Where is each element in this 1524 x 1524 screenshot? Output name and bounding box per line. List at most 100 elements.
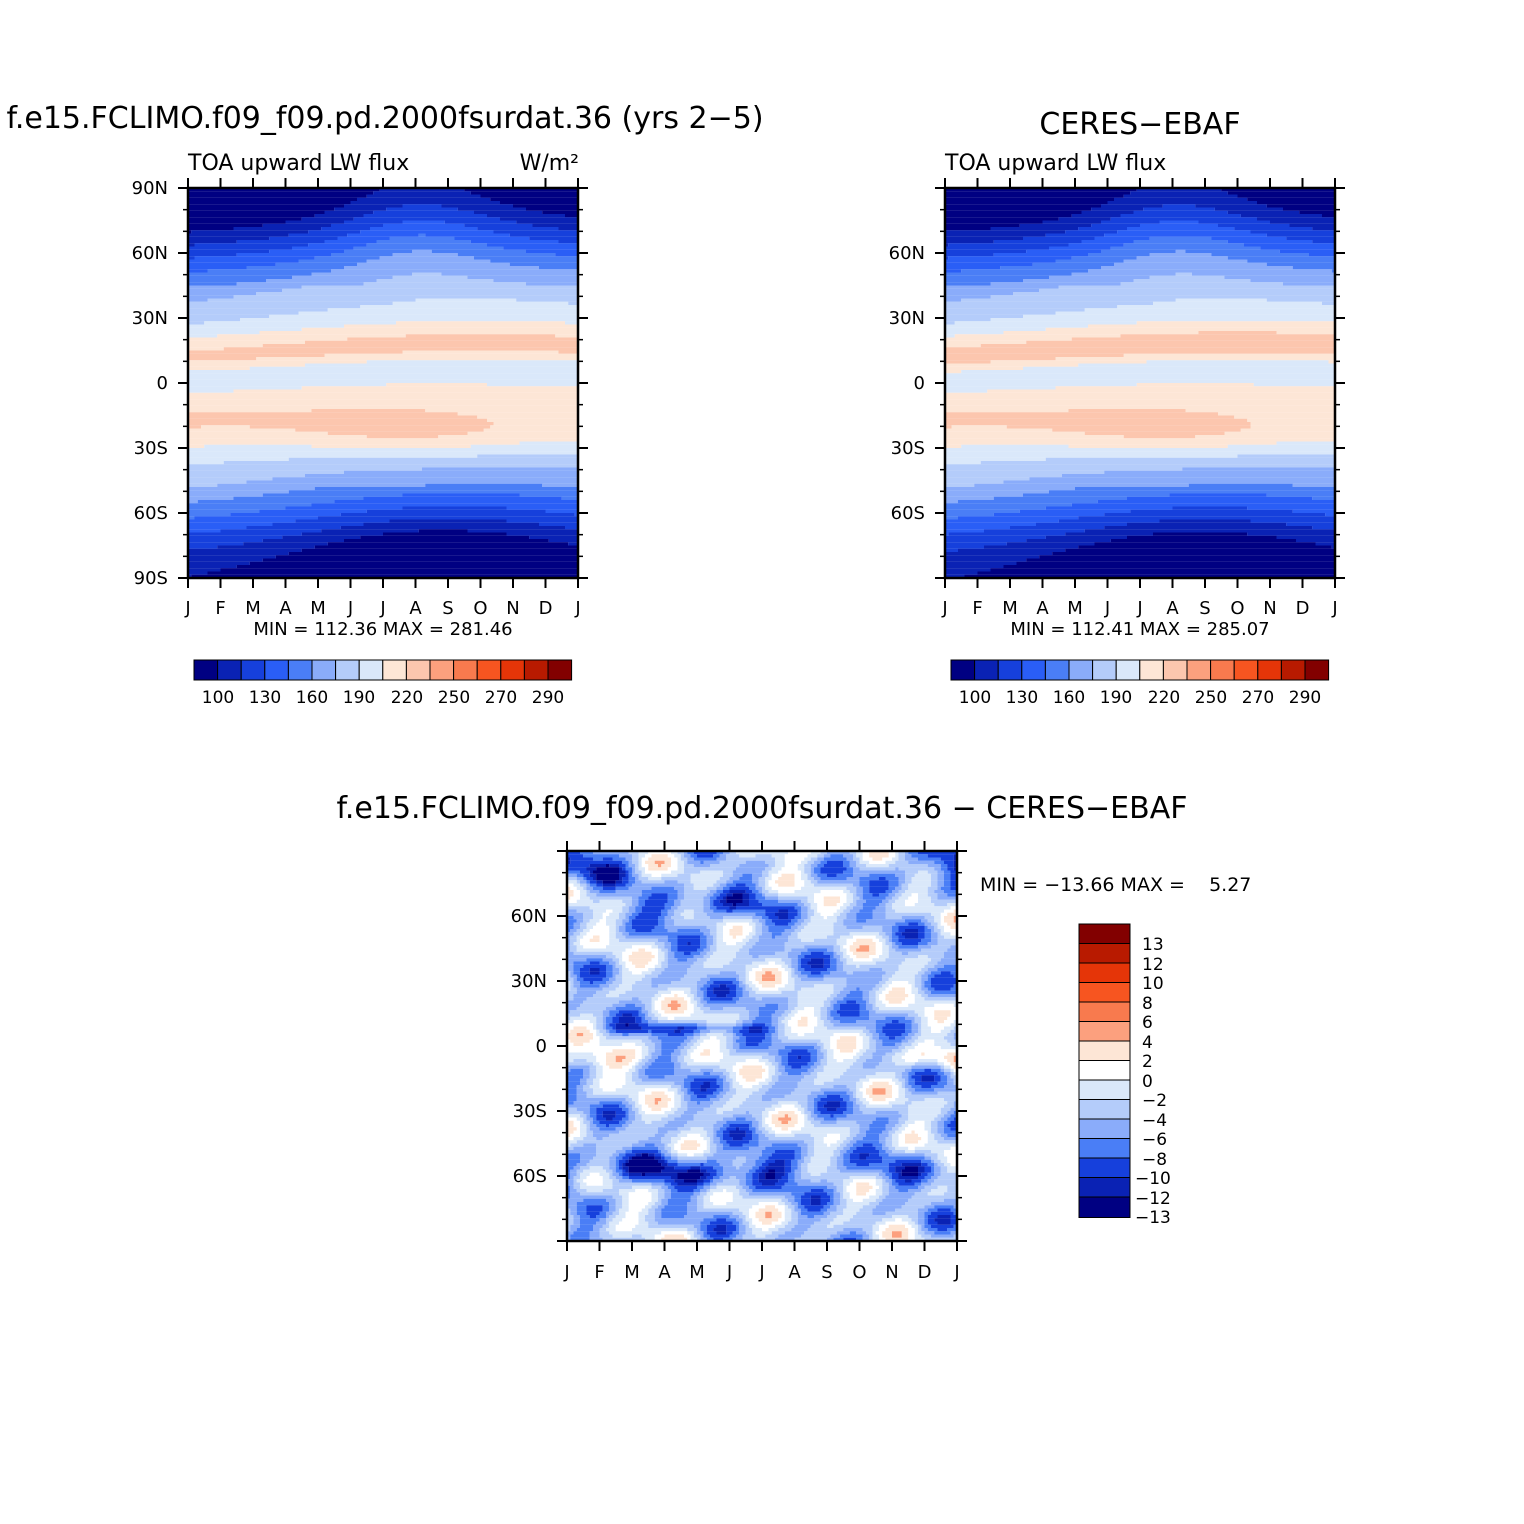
contour-cell	[739, 1179, 746, 1183]
contour-cell	[905, 1036, 912, 1040]
contour-cell	[677, 1150, 704, 1154]
contour-cell	[758, 1124, 763, 1128]
contour-cell	[804, 968, 828, 972]
contour-cell	[729, 906, 737, 910]
contour-cell	[703, 903, 711, 907]
contour-cell	[700, 1192, 707, 1196]
contour-cell	[236, 282, 364, 286]
contour-cell	[379, 256, 475, 260]
x-tick-label: O	[473, 598, 487, 619]
contour-cell	[619, 994, 655, 998]
contour-cell	[846, 1205, 863, 1209]
contour-cell	[570, 1211, 577, 1216]
contour-cell	[641, 1104, 649, 1108]
contour-cell	[914, 1039, 925, 1043]
contour-cell	[719, 984, 727, 988]
contour-cell	[674, 951, 685, 956]
contour-cell	[596, 1221, 607, 1225]
contour-cell	[593, 1033, 597, 1037]
contour-cell	[794, 984, 815, 988]
contour-cell	[898, 1046, 906, 1050]
contour-cell	[801, 1172, 811, 1177]
contour-cell	[622, 974, 646, 978]
contour-cell	[762, 1098, 772, 1102]
contour-cell	[745, 1182, 753, 1186]
contour-cell	[944, 925, 951, 930]
contour-cell	[1211, 236, 1287, 241]
contour-cell	[791, 1065, 802, 1069]
contour-cell	[918, 955, 928, 959]
contour-cell	[732, 1081, 740, 1086]
contour-cell	[918, 870, 928, 874]
contour-cell	[898, 877, 906, 881]
contour-cell	[713, 981, 733, 985]
contour-cell	[856, 854, 863, 858]
contour-cell	[1279, 249, 1335, 254]
contour-cell	[945, 314, 1024, 319]
contour-cell	[266, 279, 377, 283]
contour-cell	[879, 981, 886, 985]
contour-cell	[853, 1062, 863, 1066]
contour-cell	[609, 932, 616, 936]
contour-cell	[833, 1016, 870, 1021]
contour-cell	[911, 1224, 919, 1229]
contour-cell	[755, 922, 763, 926]
contour-cell	[814, 870, 821, 874]
contour-cell	[677, 958, 688, 962]
contour-cell	[840, 1094, 850, 1099]
contour-cell	[628, 958, 652, 962]
contour-cell	[567, 909, 577, 913]
contour-cell	[804, 1231, 837, 1235]
contour-cell	[635, 981, 652, 985]
contour-cell	[667, 1143, 675, 1147]
contour-cell	[567, 1007, 577, 1011]
contour-cell	[856, 886, 863, 891]
contour-cell	[311, 444, 471, 449]
contour-cell	[314, 214, 364, 218]
contour-cell	[706, 958, 733, 962]
contour-cell	[321, 529, 419, 533]
contour-cell	[586, 877, 594, 881]
contour-cell	[710, 1182, 717, 1186]
contour-cell	[677, 1000, 688, 1004]
contour-cell	[791, 1163, 798, 1167]
contour-cell	[706, 1130, 714, 1134]
contour-cell	[905, 1137, 922, 1141]
contour-cell	[762, 916, 769, 920]
contour-cell	[898, 890, 906, 894]
contour-cell	[908, 1081, 915, 1086]
contour-cell	[246, 480, 578, 484]
contour-cell	[892, 1094, 899, 1099]
contour-cell	[580, 922, 587, 926]
contour-cell	[188, 204, 345, 208]
contour-cell	[823, 1023, 834, 1027]
contour-cell	[892, 987, 906, 991]
contour-cell	[739, 877, 753, 881]
contour-cell	[625, 935, 668, 939]
contour-cell	[674, 922, 717, 926]
colorbar-swatch	[523, 659, 549, 681]
contour-cell	[931, 1224, 954, 1229]
contour-cell	[797, 912, 802, 917]
contour-cell	[344, 249, 413, 254]
contour-cell	[914, 1192, 928, 1196]
contour-cell	[823, 1091, 847, 1095]
contour-cell	[830, 1036, 841, 1040]
contour-cell	[651, 1016, 659, 1021]
contour-cell	[875, 1023, 886, 1027]
panel-obs-ticks	[935, 178, 1345, 588]
contour-cell	[797, 903, 805, 907]
contour-cell	[438, 435, 578, 439]
contour-cell	[937, 1228, 948, 1232]
contour-cell	[830, 994, 837, 998]
contour-cell	[1250, 279, 1335, 283]
contour-cell	[788, 964, 792, 969]
contour-cell	[606, 1211, 613, 1216]
contour-cell	[716, 1120, 727, 1125]
contour-cell	[895, 851, 899, 855]
contour-cell	[693, 1049, 704, 1053]
contour-cell	[716, 1146, 724, 1151]
contour-cell	[739, 1016, 750, 1021]
contour-cell	[716, 948, 740, 952]
contour-cell	[602, 1111, 616, 1115]
